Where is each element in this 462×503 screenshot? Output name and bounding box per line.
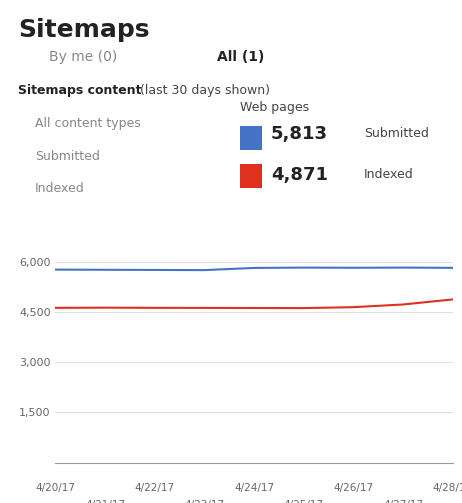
Text: 4/22/17: 4/22/17 xyxy=(135,483,175,493)
Text: 4/21/17: 4/21/17 xyxy=(85,499,125,503)
Text: 4/28/17: 4/28/17 xyxy=(433,483,462,493)
Text: Indexed: Indexed xyxy=(364,169,413,182)
Text: Sitemaps: Sitemaps xyxy=(18,18,150,42)
Text: Submitted: Submitted xyxy=(35,149,100,162)
Text: Submitted: Submitted xyxy=(364,127,429,140)
Text: 4/24/17: 4/24/17 xyxy=(234,483,274,493)
Text: By me (0): By me (0) xyxy=(49,50,117,64)
FancyBboxPatch shape xyxy=(240,164,262,188)
Text: (last 30 days shown): (last 30 days shown) xyxy=(136,84,270,97)
Text: Sitemaps content: Sitemaps content xyxy=(18,84,142,97)
Text: 4/27/17: 4/27/17 xyxy=(383,499,423,503)
Text: All content types: All content types xyxy=(35,117,141,130)
Text: 4/20/17: 4/20/17 xyxy=(36,483,75,493)
Text: 5,813: 5,813 xyxy=(271,125,328,143)
Text: 4,871: 4,871 xyxy=(271,166,328,184)
Text: 4/25/17: 4/25/17 xyxy=(284,499,324,503)
Text: All (1): All (1) xyxy=(217,50,264,64)
Text: 4/23/17: 4/23/17 xyxy=(184,499,225,503)
Text: Indexed: Indexed xyxy=(35,182,85,195)
Text: 4/26/17: 4/26/17 xyxy=(334,483,373,493)
Text: Web pages: Web pages xyxy=(240,102,309,114)
FancyBboxPatch shape xyxy=(240,126,262,150)
